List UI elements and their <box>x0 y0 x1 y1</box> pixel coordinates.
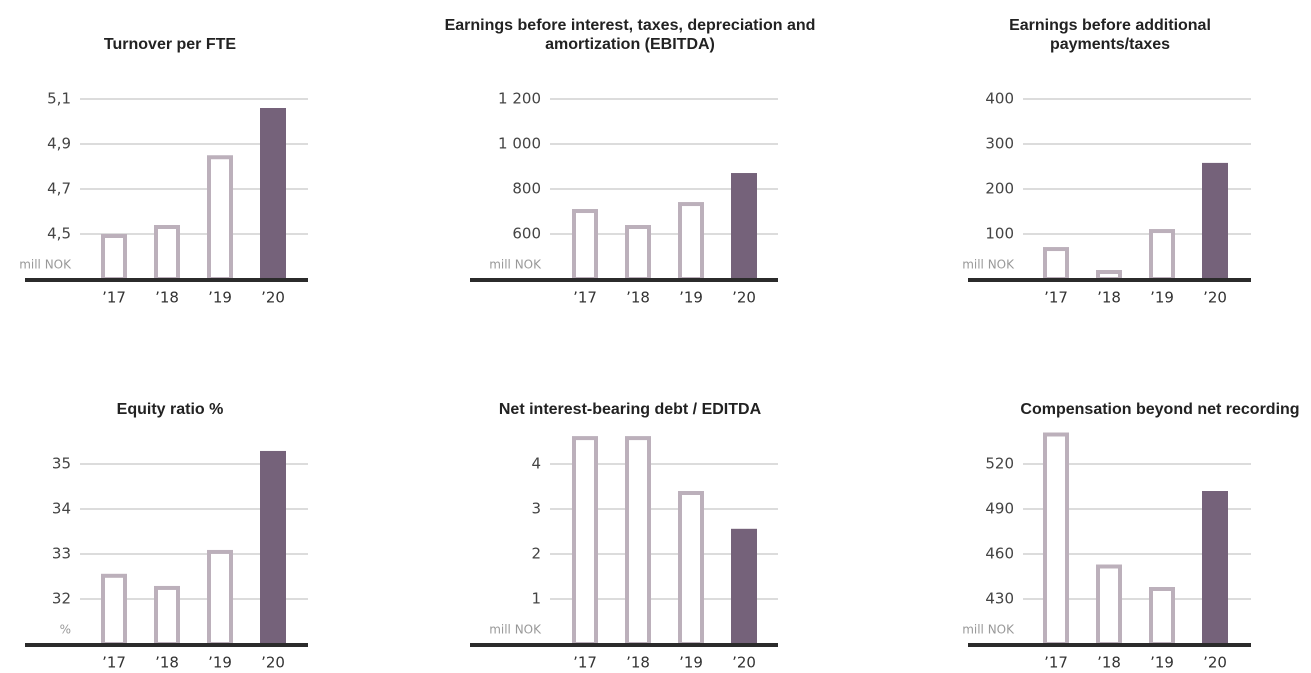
x-tick-label: ’17 <box>102 654 126 672</box>
x-tick-label: ’18 <box>626 289 650 307</box>
y-tick-label: 400 <box>985 90 1014 108</box>
chart-title: Earnings before interest, taxes, depreci… <box>444 17 816 53</box>
y-tick-label: 4,9 <box>47 135 71 153</box>
x-tick-label: ’18 <box>1097 654 1121 672</box>
x-tick-label: ’19 <box>1150 654 1174 672</box>
x-tick-label: ’20 <box>261 289 285 307</box>
y-tick-label: 520 <box>985 455 1014 473</box>
y-tick-label: 1 000 <box>498 135 541 153</box>
y-tick-label: 33 <box>52 545 71 563</box>
bar <box>572 209 598 281</box>
x-tick-label: ’17 <box>1044 289 1068 307</box>
chart-title: Earnings before additional payments/taxe… <box>1009 17 1211 53</box>
y-tick-label: 32 <box>52 590 71 608</box>
bar <box>207 155 233 281</box>
x-tick-label: ’20 <box>732 654 756 672</box>
x-tick-label: ’19 <box>1150 289 1174 307</box>
y-tick-label: 35 <box>52 455 71 473</box>
x-tick-label: ’17 <box>1044 654 1068 672</box>
unit-label: mill NOK <box>489 258 542 272</box>
bar <box>1149 587 1175 646</box>
y-tick-label: 4,7 <box>47 180 71 198</box>
y-tick-label: 800 <box>512 180 541 198</box>
x-tick-label: ’20 <box>1203 654 1227 672</box>
bar <box>1202 491 1228 644</box>
y-tick-label: 34 <box>52 500 71 518</box>
bar <box>678 491 704 646</box>
x-tick-label: ’19 <box>679 289 703 307</box>
x-tick-label: ’20 <box>261 654 285 672</box>
bar <box>625 225 651 281</box>
unit-label: % <box>60 623 71 637</box>
x-tick-label: ’17 <box>102 289 126 307</box>
y-tick-label: 5,1 <box>47 90 71 108</box>
y-tick-label: 2 <box>531 545 541 563</box>
x-tick-label: ’19 <box>208 654 232 672</box>
x-tick-label: ’19 <box>679 654 703 672</box>
y-tick-label: 430 <box>985 590 1014 608</box>
y-tick-label: 490 <box>985 500 1014 518</box>
y-tick-label: 3 <box>531 500 541 518</box>
x-tick-label: ’18 <box>1097 289 1121 307</box>
bar <box>1043 432 1069 646</box>
chart-title: Compensation beyond net recording <box>1020 401 1300 418</box>
bar <box>678 202 704 281</box>
x-tick-label: ’17 <box>573 654 597 672</box>
bar <box>260 450 286 644</box>
x-tick-label: ’18 <box>626 654 650 672</box>
unit-label: mill NOK <box>489 623 542 637</box>
bar <box>260 108 286 279</box>
y-tick-label: 1 <box>531 590 541 608</box>
bar <box>1149 229 1175 282</box>
bar <box>154 585 180 647</box>
y-tick-label: 300 <box>985 135 1014 153</box>
bar <box>207 549 233 647</box>
unit-label: mill NOK <box>962 623 1015 637</box>
y-tick-label: 460 <box>985 545 1014 563</box>
y-tick-label: 4 <box>531 455 541 473</box>
y-tick-label: 200 <box>985 180 1014 198</box>
bar <box>572 436 598 646</box>
y-tick-label: 600 <box>512 225 541 243</box>
x-tick-label: ’18 <box>155 289 179 307</box>
y-tick-label: 4,5 <box>47 225 71 243</box>
bar <box>1096 564 1122 646</box>
x-tick-label: ’20 <box>732 289 756 307</box>
bar <box>101 234 127 281</box>
bar <box>1043 247 1069 282</box>
y-tick-label: 100 <box>985 225 1014 243</box>
unit-label: mill NOK <box>962 258 1015 272</box>
bar <box>154 225 180 281</box>
chart-title: Net interest-bearing debt / EDITDA <box>498 401 762 418</box>
bar <box>625 436 651 646</box>
bar <box>731 173 757 279</box>
bar <box>1202 162 1228 279</box>
chart-title: Turnover per FTE <box>103 36 237 53</box>
bar <box>101 573 127 646</box>
x-tick-label: ’17 <box>573 289 597 307</box>
x-tick-label: ’18 <box>155 654 179 672</box>
y-tick-label: 1 200 <box>498 90 541 108</box>
bar <box>731 528 757 644</box>
unit-label: mill NOK <box>19 258 72 272</box>
bar <box>1096 270 1122 281</box>
chart-title: Equity ratio % <box>116 401 224 418</box>
x-tick-label: ’20 <box>1203 289 1227 307</box>
x-tick-label: ’19 <box>208 289 232 307</box>
